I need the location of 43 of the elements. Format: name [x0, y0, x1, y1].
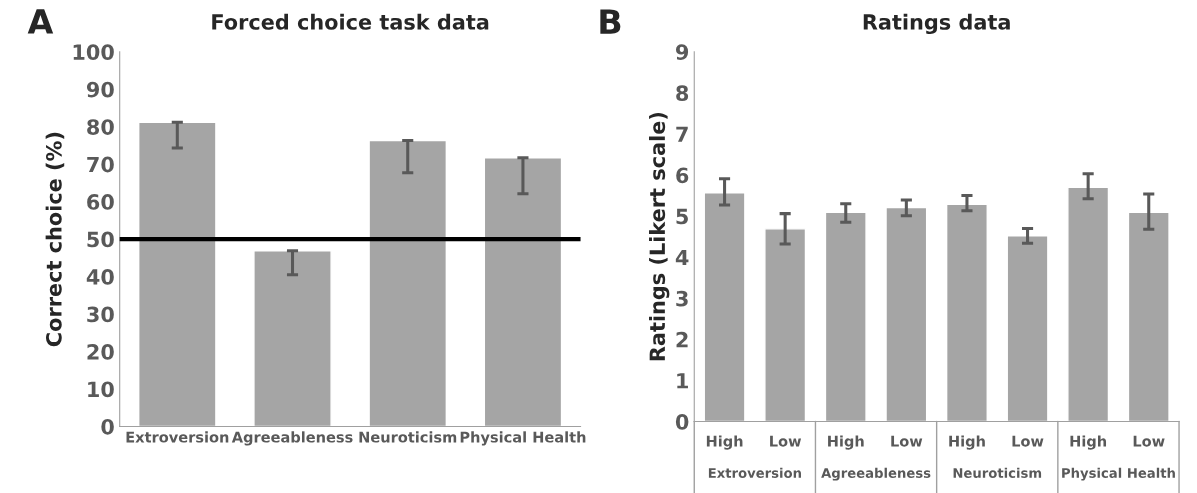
- y-tick-label: 40: [86, 269, 114, 285]
- x-tick-label: Agreeableness: [231, 431, 353, 446]
- y-tick-label: 4: [675, 249, 689, 266]
- text: Extroversion: [708, 467, 801, 478]
- x-tick-label: Low: [1012, 435, 1044, 447]
- y-axis-title: Ratings (Likert scale): [649, 112, 670, 361]
- y-tick-label: 0: [675, 413, 689, 430]
- chart-title: Forced choice task data: [212, 13, 489, 30]
- x-tick-label: Low: [891, 435, 923, 447]
- text: Agreeableness: [821, 467, 931, 481]
- y-tick-label: 7: [676, 126, 688, 142]
- y-tick-label: 100: [73, 44, 114, 60]
- y-tick-label: 1: [677, 373, 688, 389]
- y-tick-label: 20: [87, 343, 114, 360]
- y-tick-label: 30: [87, 306, 114, 323]
- y-tick-label: 90: [86, 81, 114, 98]
- text: A: [27, 9, 54, 34]
- x-tick-label: Extroversion: [126, 431, 229, 443]
- y-tick-label: 50: [87, 231, 114, 248]
- x-tick-label: High: [1070, 435, 1107, 450]
- text: B: [600, 9, 621, 34]
- y-axis-title: Correct choice (%): [45, 132, 65, 347]
- y-tick-label: 9: [675, 44, 689, 60]
- y-tick-label: 3: [676, 290, 688, 307]
- x-tick-label: High: [706, 435, 743, 450]
- x-tick-label: High: [828, 435, 864, 450]
- text: Physical Health: [1062, 467, 1175, 481]
- x-tick-label: Low: [1133, 435, 1165, 447]
- y-tick-label: 5: [676, 208, 688, 225]
- x-tick-label: High: [949, 435, 985, 450]
- x-tick-label: Physical Health: [460, 431, 586, 446]
- y-tick-label: 6: [676, 167, 689, 184]
- chart-title: Ratings data: [863, 13, 1010, 35]
- y-tick-label: 10: [88, 381, 114, 398]
- y-tick-label: 2: [676, 331, 688, 348]
- x-tick-label: Low: [770, 435, 802, 447]
- y-tick-label: 0: [101, 418, 114, 435]
- y-tick-label: 60: [87, 194, 114, 210]
- x-tick-label: Neuroticism: [359, 431, 457, 443]
- text: Neuroticism: [953, 467, 1042, 478]
- y-tick-label: 70: [87, 156, 114, 173]
- y-tick-label: 80: [87, 119, 114, 135]
- y-tick-label: 8: [676, 85, 689, 102]
